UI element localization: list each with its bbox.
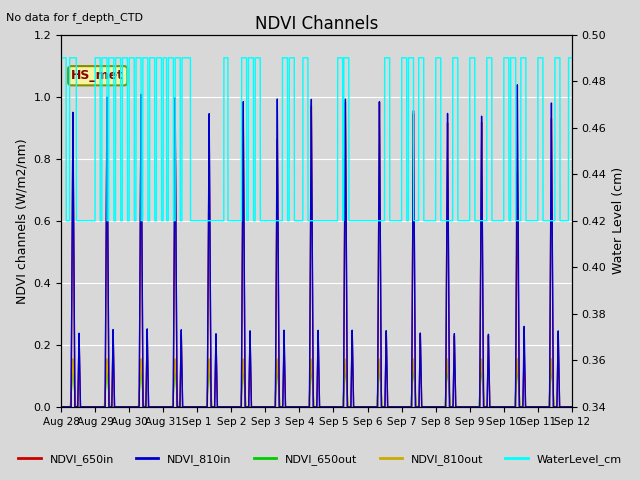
Text: HS_met: HS_met xyxy=(71,69,124,82)
Y-axis label: Water Level (cm): Water Level (cm) xyxy=(612,167,625,274)
Title: NDVI Channels: NDVI Channels xyxy=(255,15,378,33)
Text: No data for f_depth_CTD: No data for f_depth_CTD xyxy=(6,12,143,23)
Y-axis label: NDVI channels (W/m2/nm): NDVI channels (W/m2/nm) xyxy=(15,138,28,303)
Legend: NDVI_650in, NDVI_810in, NDVI_650out, NDVI_810out, WaterLevel_cm: NDVI_650in, NDVI_810in, NDVI_650out, NDV… xyxy=(14,450,626,469)
